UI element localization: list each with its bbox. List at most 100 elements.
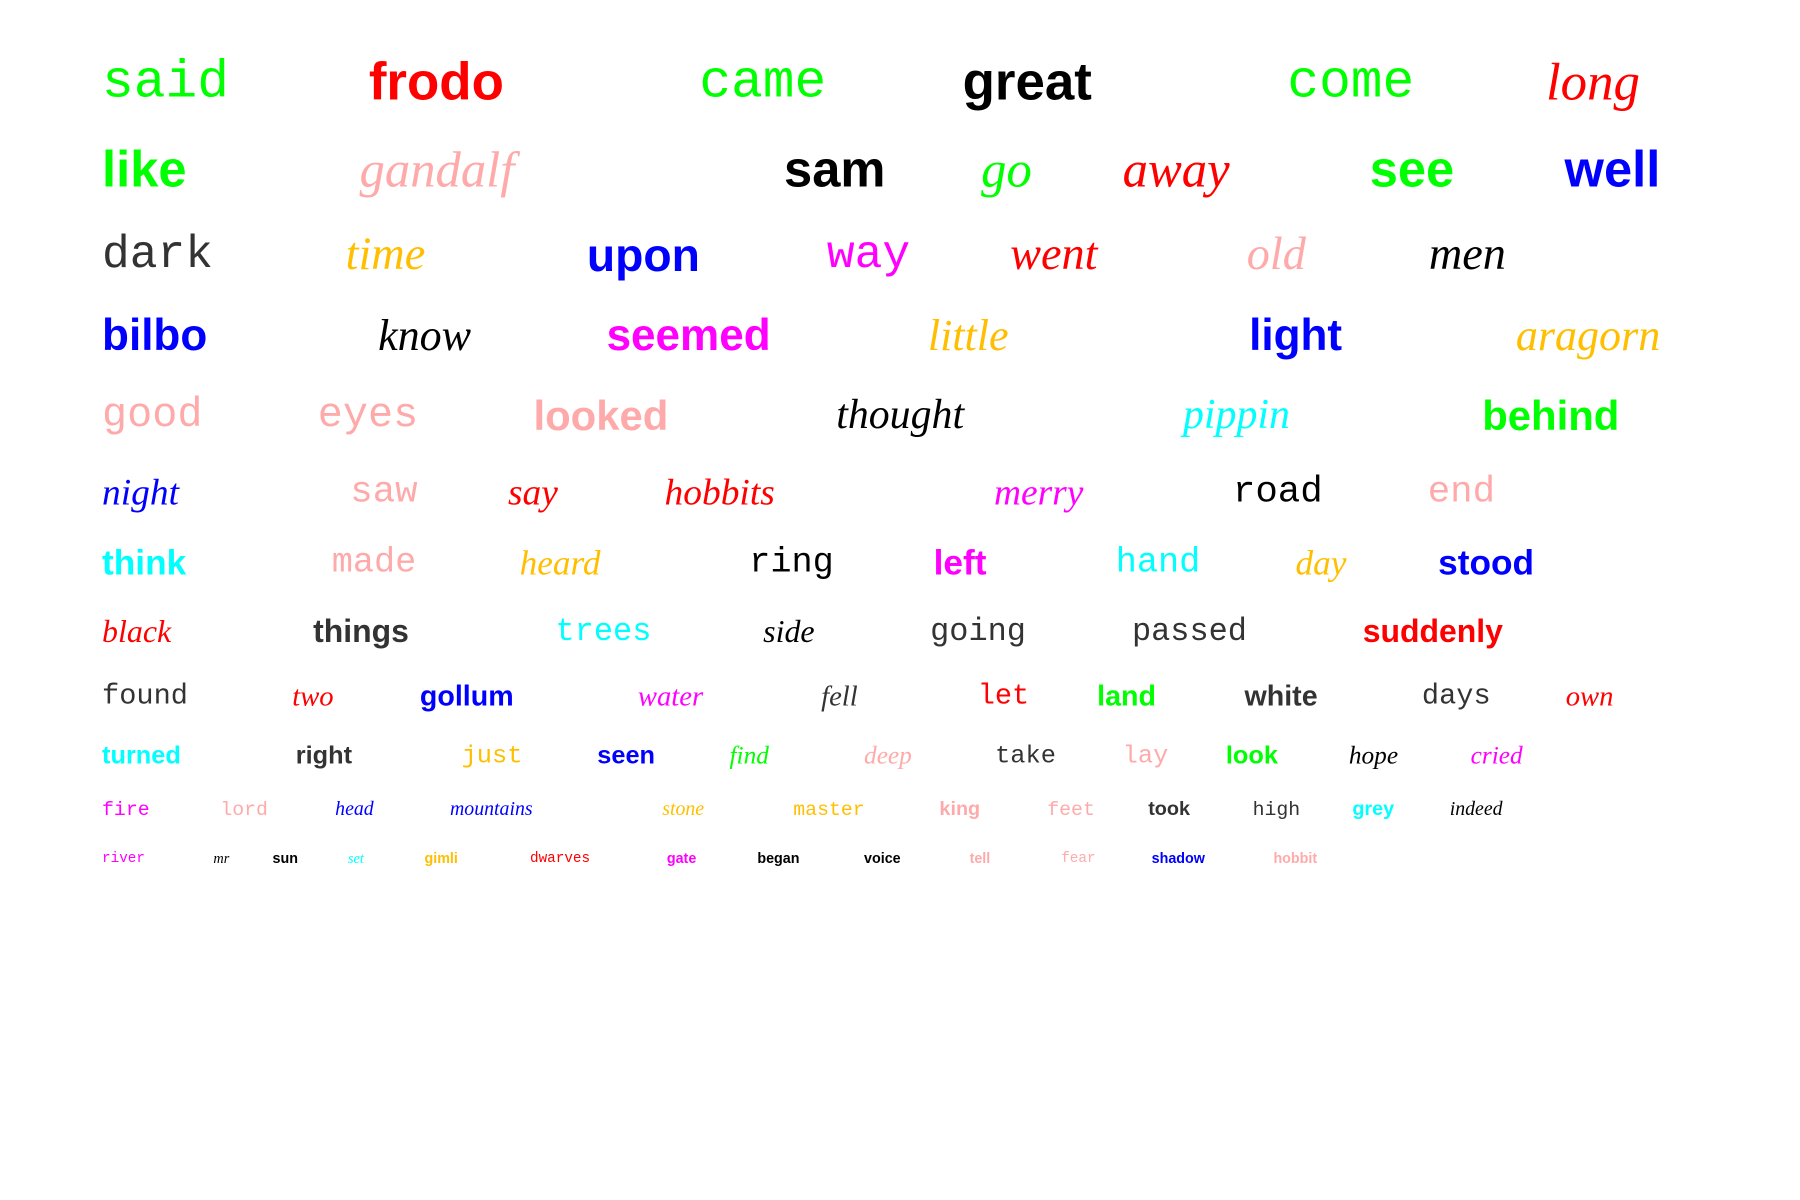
word-came: came bbox=[699, 53, 827, 114]
word-water: water bbox=[637, 680, 704, 713]
word-seen: seen bbox=[597, 741, 656, 770]
word-like: like bbox=[102, 141, 187, 199]
word-light: light bbox=[1249, 311, 1343, 361]
word-hand: hand bbox=[1115, 542, 1201, 583]
word-left: left bbox=[933, 543, 987, 583]
word-bilbo: bilbo bbox=[102, 311, 208, 361]
word-set: set bbox=[347, 850, 364, 867]
word-sam: sam bbox=[784, 141, 886, 199]
word-own: own bbox=[1565, 680, 1614, 713]
word-long: long bbox=[1546, 54, 1640, 113]
word-aragorn: aragorn bbox=[1515, 311, 1661, 361]
word-grey: grey bbox=[1352, 798, 1395, 821]
word-shadow: shadow bbox=[1151, 850, 1205, 867]
word-pippin: pippin bbox=[1182, 392, 1290, 439]
word-trees: trees bbox=[555, 612, 652, 650]
word-merry: merry bbox=[993, 472, 1084, 514]
word-tell: tell bbox=[969, 850, 991, 867]
word-see: see bbox=[1369, 141, 1455, 199]
word-deep: deep bbox=[864, 741, 912, 770]
word-turned: turned bbox=[102, 741, 181, 770]
word-voice: voice bbox=[864, 850, 901, 867]
word-frodo: frodo bbox=[368, 53, 504, 113]
word-indeed: indeed bbox=[1449, 798, 1503, 821]
word-gate: gate bbox=[666, 850, 697, 867]
word-river: river bbox=[102, 850, 145, 867]
word-good: good bbox=[102, 391, 203, 440]
word-looked: looked bbox=[533, 392, 669, 440]
word-suddenly: suddenly bbox=[1362, 612, 1503, 649]
word-men: men bbox=[1428, 228, 1506, 280]
word-ring: ring bbox=[749, 542, 834, 583]
word-day: day bbox=[1295, 543, 1347, 583]
word-right: right bbox=[295, 741, 353, 770]
word-white: white bbox=[1244, 680, 1318, 713]
word-seemed: seemed bbox=[606, 311, 771, 361]
word-things: things bbox=[313, 612, 409, 649]
word-mountains: mountains bbox=[450, 798, 533, 821]
word-found: found bbox=[102, 679, 188, 713]
word-lay: lay bbox=[1122, 741, 1169, 771]
word-road: road bbox=[1232, 471, 1323, 514]
word-hobbits: hobbits bbox=[664, 472, 775, 514]
word-say: say bbox=[507, 472, 558, 514]
word-look: look bbox=[1225, 741, 1278, 770]
word-land: land bbox=[1097, 680, 1156, 713]
word-stone: stone bbox=[662, 798, 705, 821]
word-night: night bbox=[102, 472, 180, 514]
word-go: go bbox=[981, 142, 1032, 199]
word-took: took bbox=[1148, 798, 1191, 821]
word-fear: fear bbox=[1061, 850, 1096, 867]
word-head: head bbox=[335, 798, 374, 821]
word-stood: stood bbox=[1438, 543, 1535, 583]
word-passed: passed bbox=[1131, 612, 1247, 650]
word-king: king bbox=[939, 798, 981, 821]
word-saw: saw bbox=[350, 471, 418, 514]
word-mr: mr bbox=[213, 850, 230, 867]
word-cried: cried bbox=[1470, 741, 1523, 770]
word-began: began bbox=[757, 850, 800, 867]
word-made: made bbox=[331, 542, 417, 583]
word-end: end bbox=[1427, 471, 1496, 514]
word-said: said bbox=[102, 53, 229, 114]
word-gandalf: gandalf bbox=[359, 142, 515, 199]
word-feet: feet bbox=[1047, 798, 1095, 822]
word-know: know bbox=[378, 311, 472, 361]
word-thought: thought bbox=[836, 392, 965, 439]
word-went: went bbox=[1010, 228, 1098, 280]
word-heard: heard bbox=[519, 543, 601, 583]
word-dwarves: dwarves bbox=[530, 850, 591, 867]
word-master: master bbox=[793, 798, 865, 822]
word-lord: lord bbox=[220, 798, 268, 822]
word-gollum: gollum bbox=[419, 680, 514, 713]
word-think: think bbox=[102, 543, 187, 583]
word-way: way bbox=[826, 227, 911, 281]
word-upon: upon bbox=[586, 228, 700, 281]
word-take: take bbox=[995, 741, 1056, 771]
word-sun: sun bbox=[272, 850, 298, 867]
word-just: just bbox=[461, 741, 523, 771]
word-great: great bbox=[962, 53, 1092, 113]
word-days: days bbox=[1421, 679, 1491, 713]
word-little: little bbox=[927, 311, 1009, 361]
word-gimli: gimli bbox=[424, 850, 458, 867]
word-hope: hope bbox=[1348, 741, 1399, 770]
word-eyes: eyes bbox=[317, 391, 419, 440]
word-fire: fire bbox=[102, 798, 150, 822]
word-come: come bbox=[1287, 53, 1415, 114]
word-time: time bbox=[345, 228, 426, 280]
word-well: well bbox=[1564, 141, 1661, 199]
word-side: side bbox=[763, 613, 815, 649]
word-away: away bbox=[1122, 142, 1230, 199]
word-dark: dark bbox=[102, 227, 214, 281]
word-two: two bbox=[292, 680, 334, 713]
word-behind: behind bbox=[1482, 392, 1620, 440]
word-old: old bbox=[1246, 228, 1306, 280]
word-going: going bbox=[930, 612, 1026, 650]
word-let: let bbox=[977, 679, 1030, 713]
word-hobbit: hobbit bbox=[1273, 850, 1318, 867]
word-high: high bbox=[1252, 798, 1301, 822]
word-find: find bbox=[729, 741, 769, 770]
word-black: black bbox=[102, 613, 172, 649]
